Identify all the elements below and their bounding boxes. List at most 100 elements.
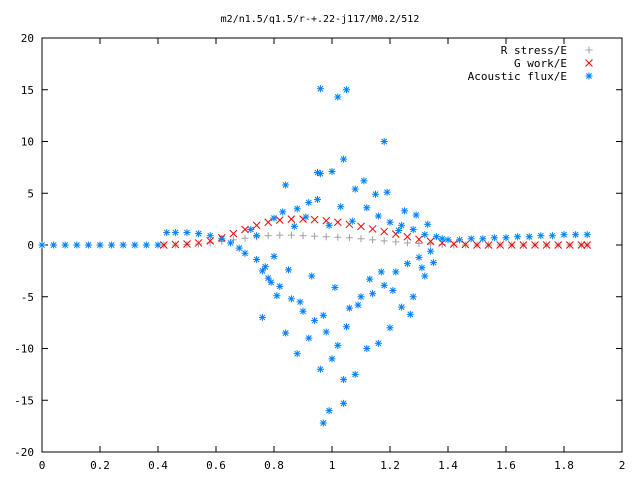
- data-point: [403, 260, 411, 268]
- data-point: [427, 247, 435, 255]
- data-point: [154, 241, 162, 249]
- data-point: [229, 236, 237, 244]
- data-point: [398, 303, 406, 311]
- data-point: [252, 221, 261, 230]
- data-point: [334, 233, 342, 241]
- data-point: [270, 214, 278, 222]
- data-point: [322, 216, 331, 225]
- data-point: [316, 365, 324, 373]
- data-point: [96, 241, 104, 249]
- data-point: [142, 241, 150, 249]
- data-point: [351, 185, 359, 193]
- data-point: [50, 241, 58, 249]
- data-point: [363, 345, 371, 352]
- data-point: [444, 236, 452, 244]
- data-point: [287, 295, 295, 303]
- data-point: [325, 407, 333, 415]
- data-point: [403, 239, 411, 247]
- data-point: [290, 222, 298, 230]
- data-point: [386, 324, 394, 332]
- data-point: [421, 231, 429, 239]
- y-tick-label: -10: [14, 343, 34, 356]
- data-point: [305, 199, 313, 207]
- data-point: [279, 208, 287, 216]
- data-point: [554, 241, 563, 249]
- data-point: [328, 355, 336, 363]
- data-point: [218, 235, 226, 243]
- data-point: [583, 241, 592, 249]
- x-tick-label: 1.8: [554, 459, 574, 472]
- data-point: [337, 203, 345, 211]
- data-point: [467, 235, 475, 243]
- data-point: [308, 272, 316, 280]
- data-point: [351, 370, 359, 378]
- x-tick-label: 1.2: [380, 459, 400, 472]
- data-point: [406, 310, 414, 318]
- x-tick-label: 0: [39, 459, 46, 472]
- data-point: [418, 264, 426, 272]
- chart-title: m2/n1.5/q1.5/r-+.22-j117/M0.2/512: [221, 14, 420, 25]
- data-point: [195, 230, 203, 238]
- data-point: [253, 232, 261, 240]
- data-point: [507, 241, 516, 249]
- data-point: [392, 238, 400, 246]
- series-1: [159, 215, 592, 249]
- data-point: [368, 225, 377, 233]
- data-point: [334, 93, 342, 101]
- data-point: [519, 241, 528, 249]
- data-point: [391, 230, 400, 238]
- data-point: [565, 241, 574, 249]
- data-point: [299, 307, 307, 315]
- data-point: [293, 205, 301, 213]
- data-point: [479, 235, 487, 243]
- data-point: [319, 311, 327, 319]
- data-point: [572, 231, 580, 239]
- data-point: [183, 240, 191, 248]
- data-point: [412, 211, 420, 219]
- data-point: [319, 419, 327, 427]
- data-point: [270, 252, 278, 260]
- data-point: [38, 241, 46, 249]
- legend-marker: [585, 46, 593, 54]
- data-point: [542, 241, 551, 249]
- data-point: [227, 239, 234, 247]
- x-tick-label: 0.6: [206, 459, 226, 472]
- data-point: [258, 313, 266, 321]
- data-point: [525, 233, 533, 241]
- data-point: [258, 267, 266, 275]
- data-point: [183, 229, 191, 237]
- data-point: [374, 212, 382, 220]
- data-point: [432, 233, 440, 241]
- data-point: [316, 85, 324, 93]
- data-point: [264, 218, 273, 227]
- data-point: [456, 236, 464, 244]
- data-point: [340, 155, 348, 163]
- data-point: [430, 259, 437, 267]
- x-tick-label: 2: [619, 459, 626, 472]
- data-point: [264, 232, 272, 240]
- data-point: [322, 233, 330, 241]
- data-point: [363, 204, 371, 212]
- data-point: [403, 232, 412, 241]
- legend-label: Acoustic flux/E: [468, 70, 567, 83]
- data-point: [537, 232, 545, 240]
- data-point: [490, 234, 498, 242]
- data-point: [241, 249, 249, 257]
- data-layer: [38, 85, 592, 427]
- data-point: [229, 229, 238, 238]
- y-tick-label: 0: [27, 239, 34, 252]
- data-point: [531, 241, 539, 249]
- data-point: [372, 190, 379, 198]
- data-point: [395, 227, 403, 235]
- data-point: [84, 241, 92, 249]
- data-point: [253, 255, 261, 263]
- y-tick-label: -15: [14, 394, 34, 407]
- y-tick-label: -20: [14, 446, 34, 459]
- data-point: [415, 235, 423, 244]
- data-point: [369, 236, 377, 244]
- data-point: [311, 317, 319, 325]
- data-point: [392, 268, 400, 276]
- data-point: [386, 218, 394, 226]
